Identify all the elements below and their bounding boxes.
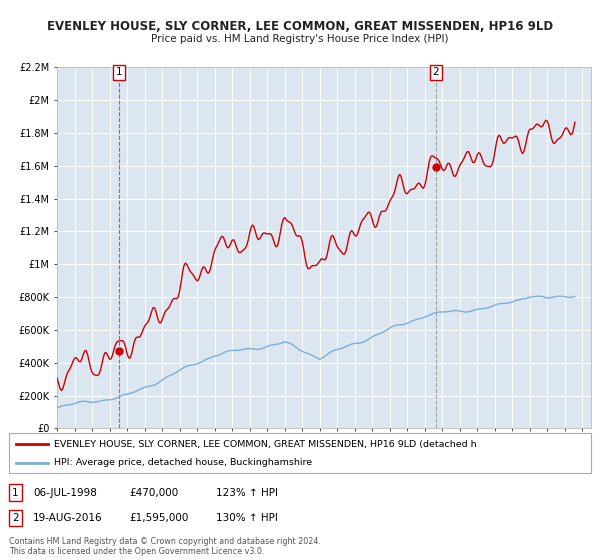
Text: £470,000: £470,000	[129, 488, 178, 498]
Text: 06-JUL-1998: 06-JUL-1998	[33, 488, 97, 498]
Text: Price paid vs. HM Land Registry's House Price Index (HPI): Price paid vs. HM Land Registry's House …	[151, 34, 449, 44]
Text: 123% ↑ HPI: 123% ↑ HPI	[216, 488, 278, 498]
Text: EVENLEY HOUSE, SLY CORNER, LEE COMMON, GREAT MISSENDEN, HP16 9LD (detached h: EVENLEY HOUSE, SLY CORNER, LEE COMMON, G…	[54, 440, 476, 449]
Text: 2: 2	[12, 513, 19, 523]
Text: EVENLEY HOUSE, SLY CORNER, LEE COMMON, GREAT MISSENDEN, HP16 9LD: EVENLEY HOUSE, SLY CORNER, LEE COMMON, G…	[47, 20, 553, 34]
Text: 130% ↑ HPI: 130% ↑ HPI	[216, 513, 278, 523]
Text: 19-AUG-2016: 19-AUG-2016	[33, 513, 103, 523]
Text: £1,595,000: £1,595,000	[129, 513, 188, 523]
Text: 1: 1	[115, 67, 122, 77]
Text: Contains HM Land Registry data © Crown copyright and database right 2024.: Contains HM Land Registry data © Crown c…	[9, 537, 321, 546]
Text: This data is licensed under the Open Government Licence v3.0.: This data is licensed under the Open Gov…	[9, 547, 265, 556]
Text: 2: 2	[433, 67, 439, 77]
Text: 1: 1	[12, 488, 19, 498]
Text: HPI: Average price, detached house, Buckinghamshire: HPI: Average price, detached house, Buck…	[54, 458, 312, 467]
